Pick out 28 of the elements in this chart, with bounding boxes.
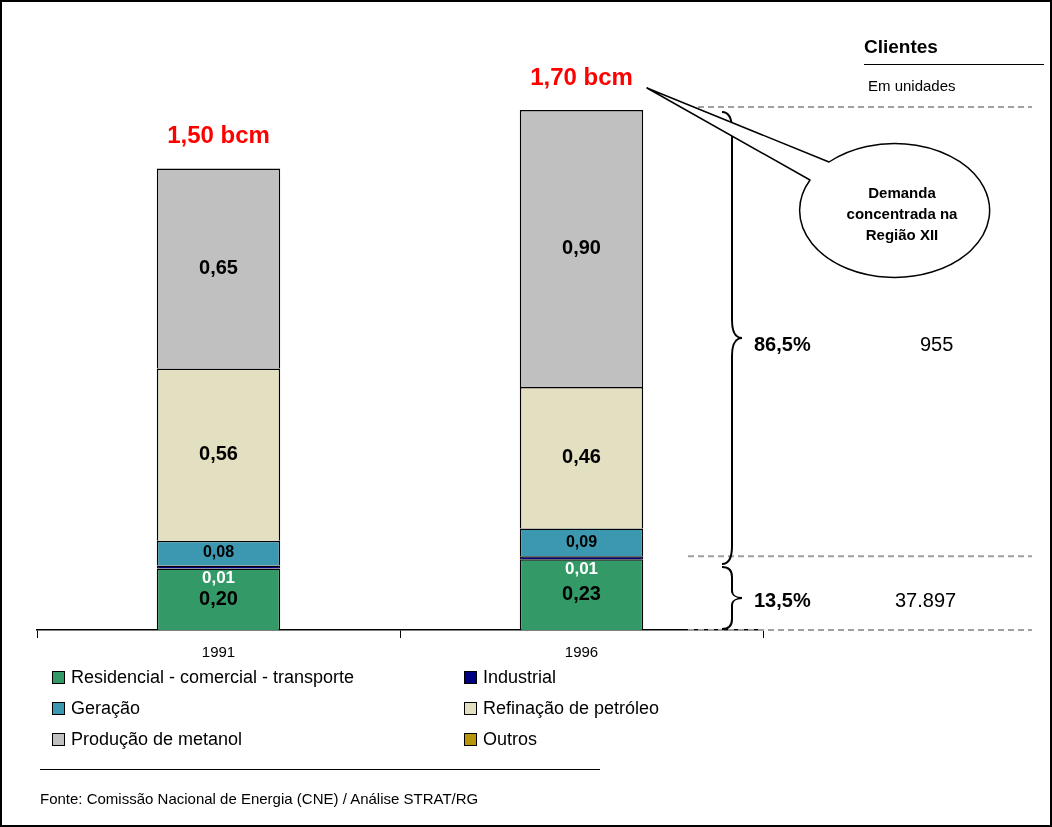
x-tick-label: 1991 [201, 643, 236, 661]
total-label: 1,50 bcm [167, 121, 270, 149]
data-label: 0,65 [199, 255, 238, 278]
text: 955 [920, 333, 954, 356]
legend-label: Refinação de petróleo [483, 698, 660, 719]
data-label: 0,01 [201, 568, 236, 588]
legend-label: Produção de metanol [71, 729, 243, 750]
legend-label: Industrial [483, 667, 557, 688]
text: Demanda concentrada na Região XII [845, 183, 959, 245]
data-label: 0,20 [199, 586, 238, 609]
x-tick-label: 1996 [564, 643, 599, 661]
data-label: 0,23 [562, 582, 601, 605]
text: Clientes [864, 36, 1044, 65]
annotation: 86,5% [754, 333, 811, 356]
legend-label: Residencial - comercial - transporte [71, 667, 355, 688]
data-label: 0,56 [199, 442, 238, 465]
legend-label: Geração [71, 698, 141, 719]
data-label: 0,08 [202, 543, 235, 561]
data-label: 0,46 [562, 445, 601, 468]
text: Em unidades [868, 77, 956, 94]
data-label: 0,09 [565, 532, 598, 550]
annotation: 13,5% [754, 589, 811, 612]
legend-label: Outros [483, 729, 538, 750]
data-label: 0,90 [562, 235, 601, 258]
total-label: 1,70 bcm [530, 62, 633, 90]
data-label: 0,01 [564, 558, 599, 578]
text: 37.897 [895, 589, 957, 612]
source-note: Fonte: Comissão Nacional de Energia (CNE) / Análise STRAT/RG [40, 769, 600, 807]
